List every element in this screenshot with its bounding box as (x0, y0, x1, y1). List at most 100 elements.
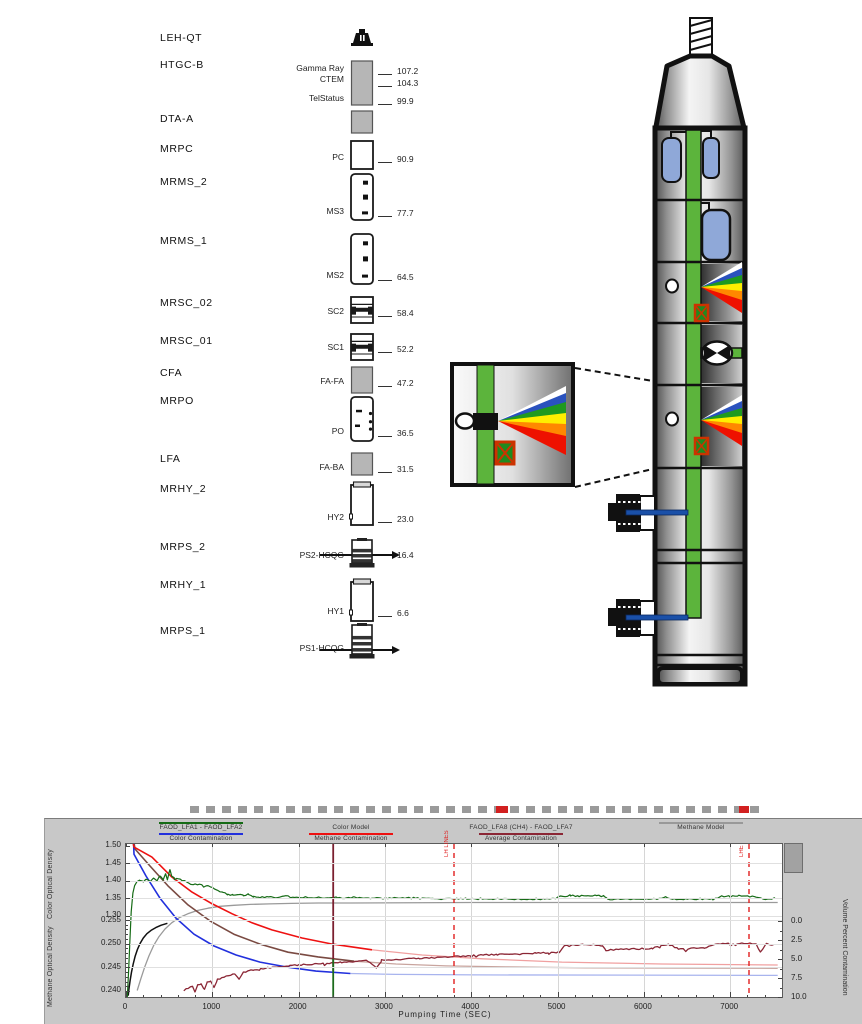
spectrum-band (701, 395, 742, 420)
station-tick (378, 472, 392, 474)
station-number: 6.6 (397, 608, 409, 618)
legend-entry-label: Methane Model (677, 823, 725, 831)
y-axis-tick (126, 898, 130, 900)
porthole (665, 278, 679, 294)
x-axis-tick (298, 844, 300, 847)
stack-left-label: CFA (160, 367, 183, 379)
stack-box-hy (348, 481, 376, 527)
legend-entry-label: Methane Contamination (314, 834, 388, 842)
spectrum-band (701, 420, 742, 446)
y-tick-label-right: 10.0 (791, 991, 807, 1001)
stack-left-label: LEH-QT (160, 32, 203, 44)
y-tick-label-right: 2.5 (791, 934, 803, 944)
x-tick-label: 6000 (633, 1002, 652, 1011)
x-axis-tick (126, 844, 127, 847)
spectrum-band (498, 421, 566, 455)
plot-area (125, 843, 783, 998)
x-axis-tick (557, 992, 559, 997)
y-tick-label-methane: 0.240 (100, 985, 121, 995)
station-number: 36.5 (397, 428, 414, 438)
spectrum-fan (701, 262, 742, 313)
stack-mid-label: MS2 (326, 270, 344, 280)
gridline-h (126, 880, 782, 882)
x-axis-minor-tick (540, 994, 542, 997)
x-axis-tick (212, 844, 214, 847)
y-tick-label-right: 0.0 (791, 915, 803, 925)
x-axis-tick (384, 844, 386, 847)
y-axis-right-minor-tick (780, 987, 782, 989)
x-axis-minor-tick (454, 994, 455, 997)
y-axis-minor-tick (126, 943, 128, 945)
x-axis-minor-tick (505, 994, 507, 997)
legend-entry-label: Color Contamination (169, 834, 233, 842)
detector-box (693, 303, 710, 323)
marker-label: LH LINES (444, 830, 450, 857)
x-axis-tick (557, 844, 559, 847)
stack-mid-label: TelStatus (309, 93, 344, 103)
series-methane-model (136, 901, 778, 991)
marker-label: LHE (739, 845, 746, 857)
y-tick-label-methane: 0.250 (100, 938, 121, 948)
x-tick-label: 5000 (547, 1002, 566, 1011)
x-tick-label: 0 (122, 1002, 128, 1011)
stack-box-po (348, 396, 376, 442)
legend-sample-line (479, 832, 563, 835)
x-axis-minor-tick (574, 994, 576, 997)
station-number: 107.2 (397, 66, 419, 76)
x-axis-tick (126, 992, 127, 997)
station-tick (378, 280, 392, 282)
stack-mid-label: HY2 (327, 512, 344, 522)
station-tick (378, 104, 392, 106)
station-tick (378, 74, 392, 76)
x-axis-minor-tick (281, 994, 283, 997)
x-axis-tick (471, 844, 473, 847)
y-axis-minor-tick (126, 972, 128, 974)
scrollbar-thumb[interactable] (784, 843, 803, 873)
x-axis-minor-tick (661, 994, 663, 997)
stack-box-outline (348, 140, 376, 170)
y-axis-minor-tick (126, 962, 128, 964)
x-axis-tick (298, 992, 300, 997)
x-axis-minor-tick (592, 994, 594, 997)
valve-icon (700, 340, 743, 366)
chart-panel: FAOD_LFA1 - FAOD_LFA2 Color Contamination… (44, 818, 862, 1024)
station-tick (378, 316, 392, 318)
x-axis-minor-tick (523, 994, 525, 997)
x-axis-minor-tick (609, 994, 611, 997)
x-axis-minor-tick (402, 994, 404, 997)
stack-box-gray (348, 110, 376, 134)
stack-left-label: MRPS_2 (160, 541, 206, 553)
x-axis-minor-tick (488, 994, 490, 997)
legend-sample-line (159, 832, 243, 835)
stack-mid-label: SC2 (327, 306, 344, 316)
station-number: 31.5 (397, 464, 414, 474)
series-tail (371, 949, 778, 966)
y-axis-right-minor-tick (780, 921, 782, 922)
stack-left-label: HTGC-B (160, 59, 204, 71)
series-faod-lfa1-faod-lfa2 (126, 869, 776, 997)
y-tick-label-color: 1.30 (105, 910, 121, 920)
y-axis-tick (126, 990, 130, 992)
gridline-h (126, 943, 782, 945)
y-axis-minor-tick (126, 967, 128, 969)
series-color-model (132, 844, 373, 951)
x-tick-label: 4000 (461, 1002, 480, 1011)
stack-left-label: MRPS_1 (160, 625, 206, 637)
stack-mid-label: MS3 (326, 206, 344, 216)
stack-box-hcqg (348, 538, 376, 570)
x-tick-label: 2000 (288, 1002, 307, 1011)
y-axis-minor-tick (126, 976, 128, 978)
y-axis-tick (126, 967, 130, 969)
x-axis-minor-tick (626, 994, 628, 997)
clipped-title-red-dash (496, 806, 508, 813)
stack-left-label: MRHY_2 (160, 483, 207, 495)
station-number: 104.3 (397, 78, 419, 88)
y-tick-label-color: 1.45 (105, 857, 121, 867)
stack-left-label: MRMS_2 (160, 176, 208, 188)
stack-left-label: MRHY_1 (160, 579, 207, 591)
x-axis-tick (384, 992, 386, 997)
stack-left-label: MRSC_02 (160, 297, 213, 309)
x-axis-minor-tick (712, 994, 714, 997)
y-axis-minor-tick (126, 948, 128, 950)
stack-left-label: MRMS_1 (160, 235, 208, 247)
